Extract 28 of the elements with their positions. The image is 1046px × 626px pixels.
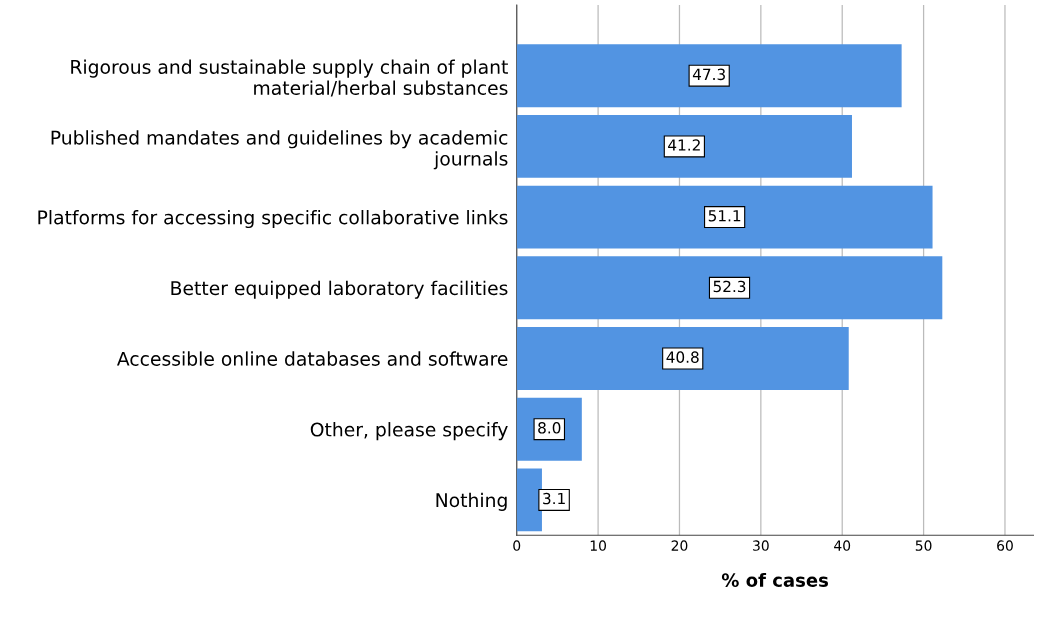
bar [516, 114, 852, 178]
x-axis-title: % of cases [721, 572, 828, 587]
bar [516, 44, 902, 108]
bar [516, 185, 933, 249]
data-label: 41.2 [668, 139, 700, 151]
x-tick-label: 60 [997, 540, 1013, 551]
data-label: 8.0 [538, 422, 561, 434]
data-label: 3.1 [543, 492, 565, 505]
y-tick-label: Published mandates and guidelines by academic journals [51, 130, 508, 170]
data-label: 51.1 [708, 210, 741, 222]
x-tick-label: 40 [834, 540, 851, 551]
y-tick-label: Rigorous and sustainable supply chain of plant material/herbal substances [71, 59, 508, 97]
x-tick-label: 20 [671, 540, 688, 551]
bar [516, 256, 943, 320]
y-tick-label: Platforms for accessing specific collaborative links [38, 209, 508, 229]
x-tick-label: 0 [513, 540, 521, 551]
data-label: 47.3 [692, 68, 725, 81]
data-label: 40.8 [666, 351, 699, 363]
y-tick-label: Nothing [436, 492, 507, 511]
data-label: 52.3 [713, 280, 746, 293]
y-tick-label: Better equipped laboratory facilities [171, 280, 508, 299]
bar [516, 327, 849, 390]
x-tick-label: 50 [915, 540, 932, 551]
x-tick-label: 10 [590, 540, 607, 551]
y-tick-label: Accessible online databases and software [116, 351, 508, 366]
bar [516, 468, 542, 532]
y-tick-label: Other, please specify [310, 422, 508, 441]
x-tick-label: 30 [753, 540, 769, 551]
